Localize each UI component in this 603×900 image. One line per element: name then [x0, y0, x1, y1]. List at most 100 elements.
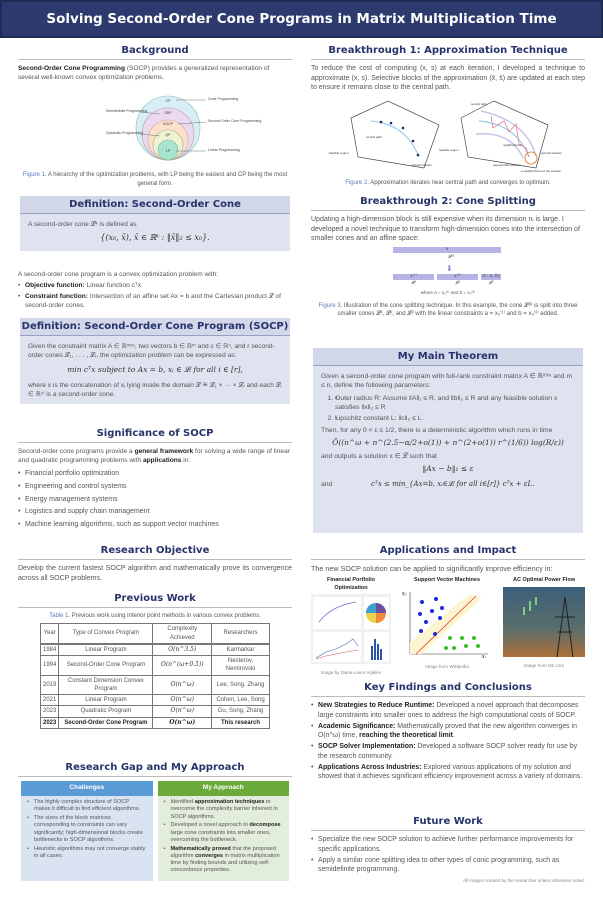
b1-text: To reduce the cost of computing (x, s) a…	[311, 65, 585, 92]
panel-title: Challenges	[21, 781, 153, 796]
table-number: Table 1.	[49, 613, 71, 619]
central-path-label: central path	[366, 135, 382, 139]
block-1: x⁽¹⁾	[393, 273, 434, 280]
list-item: The highly complex structure of SOCP mak…	[27, 799, 147, 814]
objective-section: Research Objective Develop the current f…	[18, 545, 292, 583]
table-cell: 1984	[39, 643, 60, 657]
definition-text: A second-order cone 𝓛ᵏ is defined as	[28, 221, 137, 228]
list-item: Heuristic algorithms may not converge st…	[27, 846, 147, 861]
previous-work-section: Previous Work Table 1. Previous work usi…	[18, 593, 292, 729]
column-header: Researchers	[211, 623, 270, 645]
x2-axis-label: x₂	[402, 591, 407, 597]
hierarchy-diagram: CP SDP SOCP QP LP Cone Programming Semid…	[106, 95, 261, 161]
block-3: (c, a, b)	[481, 273, 501, 280]
figure-caption: Approximation iterates near central path…	[368, 180, 551, 187]
previous-work-table: Year Type of Convex Program Complexity Ach…	[39, 623, 270, 729]
cp-label: CP	[166, 99, 172, 103]
section-heading: Research Gap and My Approach	[18, 762, 292, 777]
socp-label: SOCP	[163, 122, 174, 126]
panel-title: My Approach	[157, 781, 289, 796]
table-row: 2023 Second-Order Cone Program O(n^ω) This …	[39, 716, 270, 729]
portfolio-image	[311, 594, 391, 665]
list-item: SOCP Solver Implementation: Developed a …	[311, 742, 585, 761]
b2-text: Updating a high-dimension block is still…	[311, 216, 580, 243]
neighborhood-label: neighborhood	[503, 143, 522, 147]
semidefinite-label: Semidefinite Programming	[106, 109, 147, 113]
table-cell: O(n^ω)	[152, 694, 213, 707]
theorem-outputs: and outputs a solution x ∈ 𝓛 such that	[321, 453, 437, 461]
top-cone-label: 𝓛²ᵏ	[447, 254, 455, 260]
table-cell: Linear Program	[58, 694, 154, 707]
poster-title: Solving Second-Order Cone Programs in Ma…	[0, 0, 603, 38]
list-item: Mathematically proved that the proposed …	[164, 846, 284, 875]
section-heading: Background	[18, 45, 292, 60]
table-caption: Previous work using interior point metho…	[70, 613, 261, 619]
section-heading: Breakthrough 1: Approximation Technique	[311, 45, 585, 60]
optimal-solution-label: optimal solution	[411, 163, 432, 167]
approximation-diagram: central path feasible region optimal sol…	[329, 100, 562, 173]
future-work-section: Future Work Specialize the new SOCP solu…	[311, 816, 585, 884]
list-item: The sizes of the block matrices correspo…	[27, 815, 147, 844]
section-heading: Previous Work	[18, 593, 292, 608]
challenges-panel: Challenges The highly complex structure …	[21, 781, 153, 881]
list-item: Machine learning algorithms, such as sup…	[18, 519, 292, 530]
table-cell: O(n^ω)	[152, 674, 213, 696]
table-cell: Lee, Song, Zhang	[211, 674, 270, 696]
definition-text-2: where x is the concatenation of xᵢ lying…	[28, 381, 282, 398]
section-heading: Breakthrough 2: Cone Splitting	[311, 196, 585, 211]
cone-splitting-diagram: x 𝓛²ᵏ ⬇ x⁽¹⁾ x⁽²⁾ (c, a, b) 𝓛ᵏ 𝓛ᵏ 𝓛² whe…	[311, 244, 585, 302]
list-item: Financial portfolio optimization	[18, 468, 292, 479]
figure-caption: Illustration of the cone splitting techn…	[337, 302, 578, 318]
section-heading: Future Work	[311, 816, 585, 831]
column-header: Year	[39, 623, 60, 645]
table-cell: Linear Program	[58, 643, 154, 657]
table-cell: Karmarkar	[211, 643, 270, 657]
table-cell: O(n^ω)	[152, 705, 213, 718]
table-cell: 2023	[39, 716, 60, 729]
bold-term: Second-Order Cone Programming	[18, 65, 125, 72]
cone-programming-label: Cone Programming	[208, 97, 238, 101]
svm-image: x₁ x₂	[401, 591, 488, 660]
table-cell: 2019	[39, 674, 60, 696]
quadratic-label: Quadratic Programming	[106, 131, 143, 135]
table-row: 2023 Quadratic Program O(n^ω) Gu, Song, Zha…	[39, 705, 270, 718]
socp-intro: A second-order cone program is a convex …	[18, 270, 292, 311]
definition-cone-box: Definition: Second-Order Cone A second-o…	[20, 196, 290, 252]
optimal-solution-label: optimal solution	[541, 151, 562, 155]
image-credit: Image from GE.com	[523, 662, 565, 668]
table-cell: 2023	[39, 705, 60, 718]
list-item: Engineering and control systems	[18, 481, 292, 492]
error-formula: ‖Ax − b‖₁ ≤ ε	[422, 464, 474, 474]
feasible-region-label: feasible region	[329, 151, 349, 155]
figure-number: Figure 1.	[22, 172, 47, 179]
theorem-text: Given a second-order cone program with f…	[321, 373, 573, 390]
approach-panel: My Approach Identified approximation tec…	[157, 781, 289, 881]
objective-text: Develop the current fastest SOCP algorit…	[18, 565, 292, 582]
power-flow-image	[503, 586, 585, 657]
table-row: 1994 Second-Order Cone Program O(n^(ω+0.5)…	[39, 655, 270, 676]
background-text: (SOCP) provides a generalized representa…	[18, 65, 270, 82]
list-item: Identified approximation techniques to o…	[164, 799, 284, 821]
applications-section: Applications and Impact The new SOCP sol…	[311, 545, 585, 676]
applications-text: The new SOCP solution can be applied to …	[311, 564, 553, 573]
table-cell: Second-Order Cone Program	[58, 716, 154, 729]
lp-label: LP	[166, 149, 171, 153]
list-item: New Strategies to Reduce Runtime: Develo…	[311, 701, 585, 720]
intro-text: A second-order cone program is a convex …	[18, 271, 219, 278]
list-item: Developed a novel approach to decompose …	[164, 822, 284, 844]
runtime-formula: Õ((n^ω + n^(2.5−α/2+o(1)) + n^(2+o(1)) r…	[332, 437, 564, 447]
table-cell: O(n^3.5)	[152, 643, 213, 657]
list-item: Logistics and supply chain management	[18, 506, 292, 517]
image-credit: Image by Diane-Laure Arjaliès	[320, 670, 382, 676]
section-heading: Definition: Second-Order Cone	[20, 196, 290, 214]
section-heading: Applications and Impact	[311, 545, 585, 560]
section-heading: Key Findings and Conclusions	[311, 682, 585, 697]
block-2: x⁽²⁾	[437, 273, 478, 280]
list-item: Objective function: Linear function cᵀx	[18, 281, 292, 290]
table-cell: This research	[211, 716, 270, 729]
section-heading: Research Objective	[18, 545, 292, 560]
breakthrough-2-section: Breakthrough 2: Cone Splitting Updating …	[311, 196, 585, 319]
section-heading: Significance of SOCP	[18, 428, 292, 443]
portfolio-application: Financial Portfolio Optimization Image b…	[311, 577, 391, 676]
table-row: 1984 Linear Program O(n^3.5) Karmarkar	[39, 643, 270, 657]
